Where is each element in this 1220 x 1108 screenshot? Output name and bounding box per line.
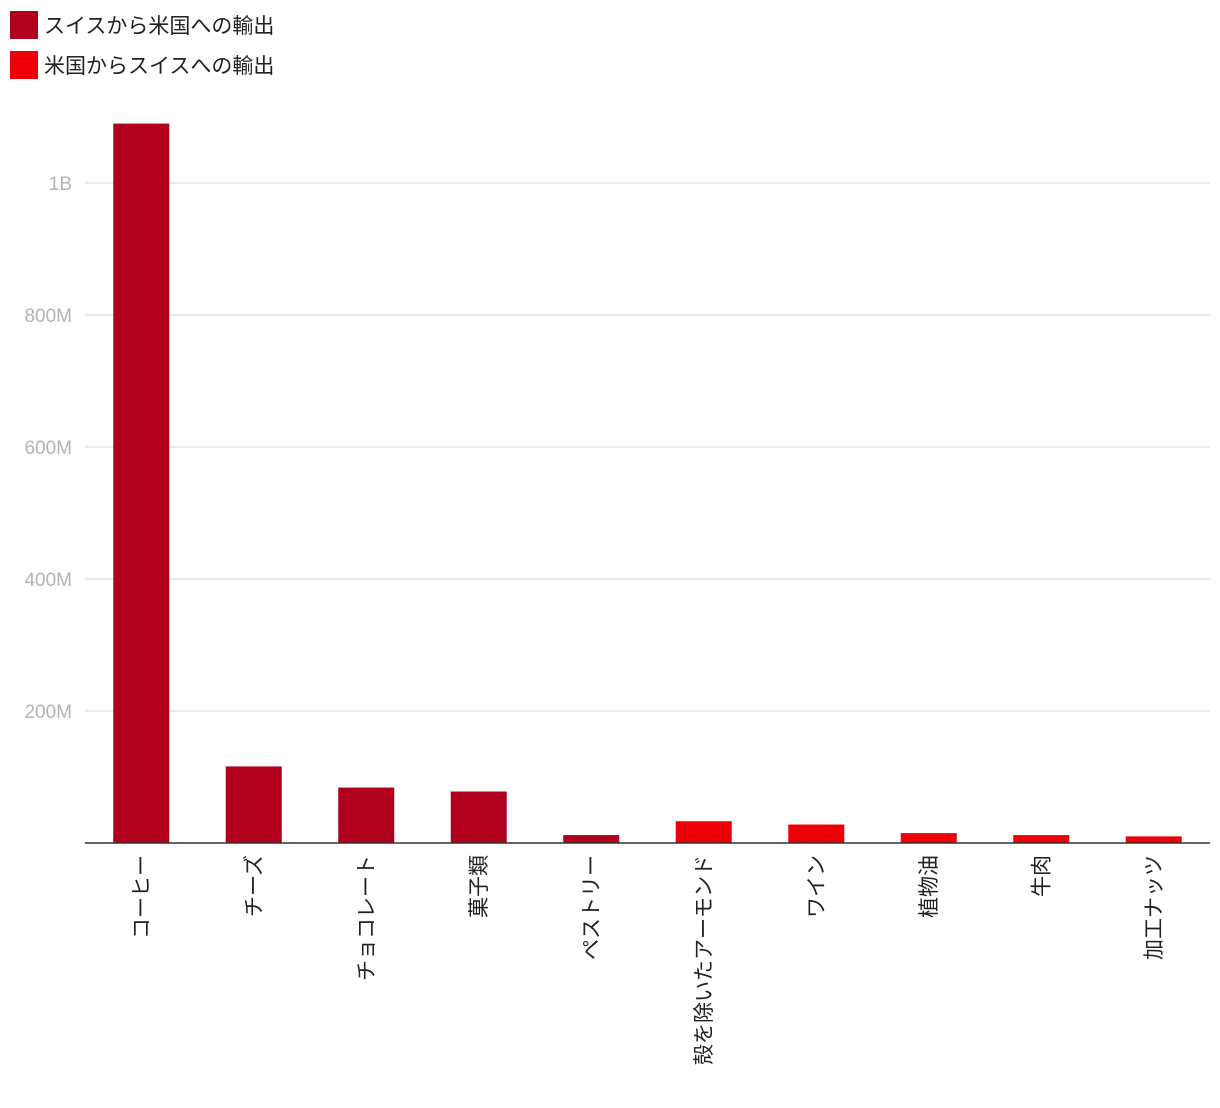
y-tick-label: 200M [24, 702, 72, 723]
bar [900, 833, 957, 843]
bar [1125, 836, 1182, 843]
x-category-label: 植物油 [917, 855, 941, 918]
legend-item-us-to-swiss[interactable]: 米国からスイスへの輸出 [10, 50, 274, 80]
legend: スイスから米国への輸出 米国からスイスへの輸出 [10, 10, 274, 90]
x-category-label: ワイン [804, 855, 828, 918]
legend-swatch-us-to-swiss [10, 51, 38, 79]
bar [675, 821, 732, 843]
bar [113, 123, 170, 844]
y-tick-label: 600M [24, 438, 72, 459]
y-tick-label: 800M [24, 306, 72, 327]
bar [225, 766, 282, 843]
x-category-label: 牛肉 [1029, 855, 1053, 897]
legend-label-swiss-to-us: スイスから米国への輸出 [44, 14, 275, 38]
bar [788, 824, 845, 843]
x-category-label: チョコレート [354, 855, 378, 981]
legend-item-swiss-to-us[interactable]: スイスから米国への輸出 [10, 10, 274, 40]
y-tick-label: 400M [24, 570, 72, 591]
bar [450, 791, 507, 843]
bar [563, 835, 620, 843]
x-category-label: 加工ナッツ [1142, 855, 1166, 960]
legend-label-us-to-swiss: 米国からスイスへの輸出 [44, 54, 275, 78]
legend-swatch-swiss-to-us [10, 11, 38, 39]
bar [338, 787, 395, 843]
bar [1013, 835, 1070, 843]
x-category-label: ペストリー [579, 855, 603, 960]
x-category-label: 殻を除いたアーモンド [692, 855, 716, 1065]
x-category-label: 菓子類 [467, 855, 491, 918]
x-category-label: コーヒー [129, 855, 153, 939]
y-tick-label: 1B [49, 174, 72, 195]
x-category-label: チーズ [242, 855, 266, 917]
